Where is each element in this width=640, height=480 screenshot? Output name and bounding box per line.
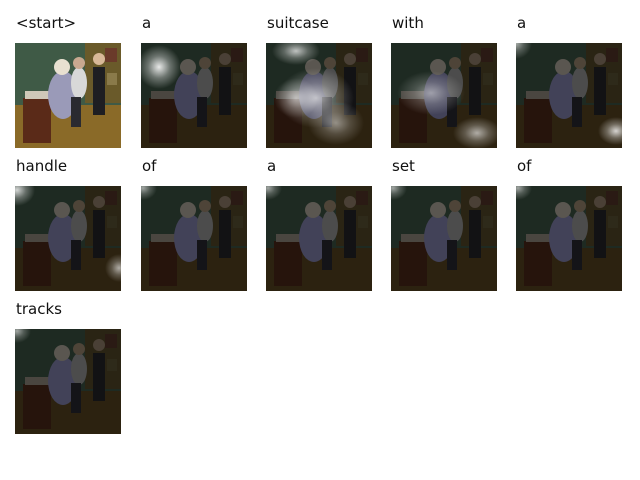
attention-cell: of bbox=[141, 157, 247, 291]
token-label: suitcase bbox=[267, 14, 329, 32]
source-image-thumbnail bbox=[15, 43, 121, 148]
attention-map-thumbnail bbox=[516, 43, 622, 148]
scene-image bbox=[266, 186, 372, 291]
token-label: of bbox=[517, 157, 532, 175]
scene-image bbox=[266, 43, 372, 148]
attention-map-thumbnail bbox=[141, 43, 247, 148]
attention-cell: tracks bbox=[15, 300, 121, 434]
token-label: a bbox=[517, 14, 527, 32]
attention-map-thumbnail bbox=[266, 186, 372, 291]
token-label: tracks bbox=[16, 300, 62, 318]
token-label: <start> bbox=[16, 14, 77, 32]
attention-cell: <start> bbox=[15, 14, 121, 148]
attention-cell: set bbox=[391, 157, 497, 291]
token-label: a bbox=[142, 14, 152, 32]
attention-cell: a bbox=[266, 157, 372, 291]
scene-image bbox=[391, 43, 497, 148]
attention-cell: with bbox=[391, 14, 497, 148]
scene-image bbox=[15, 329, 121, 434]
scene-image bbox=[141, 43, 247, 148]
scene-image bbox=[391, 186, 497, 291]
attention-cell: suitcase bbox=[266, 14, 372, 148]
token-label: of bbox=[142, 157, 157, 175]
scene-image bbox=[516, 186, 622, 291]
attention-cell: a bbox=[141, 14, 247, 148]
attention-cell: a bbox=[516, 14, 622, 148]
attention-map-thumbnail bbox=[266, 43, 372, 148]
attention-map-thumbnail bbox=[15, 186, 121, 291]
token-label: set bbox=[392, 157, 415, 175]
attention-cell: of bbox=[516, 157, 622, 291]
token-label: handle bbox=[16, 157, 68, 175]
scene-image bbox=[141, 186, 247, 291]
attention-map-thumbnail bbox=[141, 186, 247, 291]
attention-map-thumbnail bbox=[15, 329, 121, 434]
attention-map-thumbnail bbox=[516, 186, 622, 291]
scene-image bbox=[516, 43, 622, 148]
token-label: a bbox=[267, 157, 277, 175]
token-label: with bbox=[392, 14, 424, 32]
attention-cell: handle bbox=[15, 157, 121, 291]
scene-image bbox=[15, 43, 121, 148]
scene-image bbox=[15, 186, 121, 291]
attention-map-thumbnail bbox=[391, 186, 497, 291]
attention-map-thumbnail bbox=[391, 43, 497, 148]
